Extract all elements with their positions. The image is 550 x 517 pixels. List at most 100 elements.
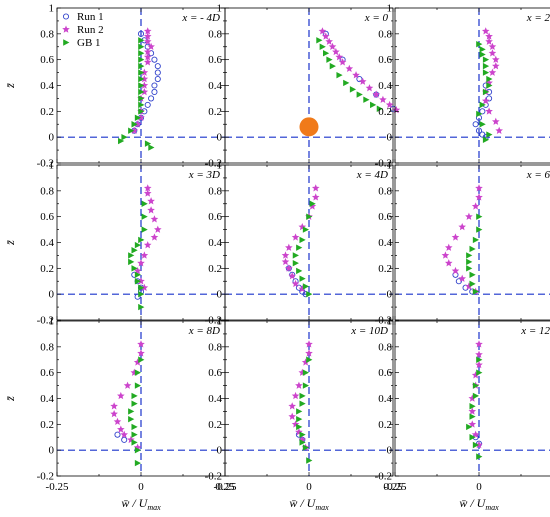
y-tick-label: -0.2: [205, 471, 222, 483]
y-tick-label: 0.4: [378, 80, 392, 92]
data-point: [482, 62, 490, 70]
data-point: [134, 278, 142, 285]
y-tick-label: 0.2: [40, 263, 54, 275]
panel-label: x = - 4D: [181, 12, 220, 24]
y-tick-label: 0.6: [40, 367, 54, 379]
data-point: [372, 90, 380, 98]
data-point: [370, 101, 377, 109]
y-tick-label: 0: [387, 289, 393, 301]
data-point: [151, 56, 158, 63]
data-point: [475, 340, 483, 348]
y-tick-label: 0.2: [40, 106, 54, 118]
y-tick-label: 0: [49, 289, 55, 301]
data-point: [128, 258, 135, 266]
data-point: [133, 120, 142, 128]
data-point: [134, 446, 142, 454]
data-point: [296, 267, 303, 275]
data-point: [476, 226, 483, 233]
panel-label: x = 12D: [520, 325, 550, 337]
data-point: [472, 392, 480, 400]
data-point: [137, 113, 145, 122]
data-point: [475, 127, 483, 134]
y-tick-label: 0: [387, 445, 393, 457]
data-point: [379, 95, 387, 103]
data-point: [118, 137, 125, 145]
data-point: [471, 202, 480, 210]
y-axis-label: z̄: [3, 83, 17, 89]
data-point: [143, 27, 152, 35]
series-gb-1: [476, 40, 493, 143]
data-point: [131, 400, 138, 407]
data-point: [131, 431, 138, 438]
data-point: [475, 184, 483, 192]
data-point: [138, 108, 145, 115]
data-point: [311, 184, 320, 192]
data-point: [336, 71, 343, 79]
data-point: [138, 56, 145, 63]
data-point: [486, 82, 493, 89]
series-run-2: [133, 184, 162, 291]
data-point: [138, 37, 145, 44]
data-point: [291, 279, 300, 288]
data-point: [305, 349, 313, 357]
series-gb-1: [292, 200, 316, 298]
data-point: [148, 95, 155, 102]
data-point: [296, 415, 303, 423]
data-point: [309, 200, 316, 207]
data-point: [311, 193, 320, 201]
data-point: [121, 133, 128, 141]
data-point: [458, 274, 466, 282]
y-tick-label: 0: [217, 289, 223, 301]
series-gb-1: [128, 356, 145, 467]
data-point: [110, 402, 118, 410]
data-point: [306, 290, 313, 298]
data-point: [151, 82, 158, 89]
data-point: [306, 213, 313, 220]
x-tick-label: 0.25: [383, 481, 403, 493]
data-point: [138, 69, 145, 76]
data-point: [143, 47, 152, 56]
data-point: [468, 394, 477, 402]
data-point: [466, 265, 473, 272]
panel-frame: [394, 7, 550, 164]
data-point: [140, 68, 149, 76]
data-point: [444, 259, 453, 267]
x-tick-label: 0: [306, 481, 312, 493]
data-point: [469, 403, 476, 410]
data-point: [154, 75, 161, 83]
y-tick-label: 0.8: [378, 185, 392, 197]
data-point: [138, 95, 145, 102]
data-point: [138, 303, 145, 311]
data-point: [143, 37, 152, 45]
data-point: [134, 459, 142, 467]
panel-frame: [394, 164, 550, 321]
series-run-2: [110, 340, 145, 451]
data-point: [469, 280, 476, 288]
data-point: [482, 88, 490, 96]
series-run-1: [114, 431, 128, 443]
legend-marker: [63, 39, 70, 46]
data-point: [117, 391, 125, 400]
data-point: [288, 412, 296, 420]
data-point: [392, 106, 401, 114]
data-point: [299, 431, 306, 438]
data-point: [492, 117, 500, 125]
data-point: [479, 101, 486, 109]
data-point: [345, 64, 354, 72]
data-point: [458, 223, 466, 231]
y-tick-label: 0.2: [378, 419, 392, 431]
series-run-2: [441, 184, 483, 295]
data-point: [476, 453, 483, 460]
y-tick-label: 1: [217, 3, 223, 15]
y-tick-label: 0.4: [378, 393, 392, 405]
panel-7: -0.2 0 0.2 0.4 0.6 0.8 1 -0.25 0 0.25 w̄ / Umax z̄ x…: [3, 316, 235, 513]
data-point: [318, 27, 327, 35]
series-gb-1: [296, 356, 313, 464]
data-point: [468, 407, 477, 415]
data-point: [140, 81, 149, 89]
data-point: [131, 247, 138, 254]
data-point: [131, 439, 138, 446]
data-point: [121, 436, 128, 443]
data-point: [296, 423, 303, 431]
